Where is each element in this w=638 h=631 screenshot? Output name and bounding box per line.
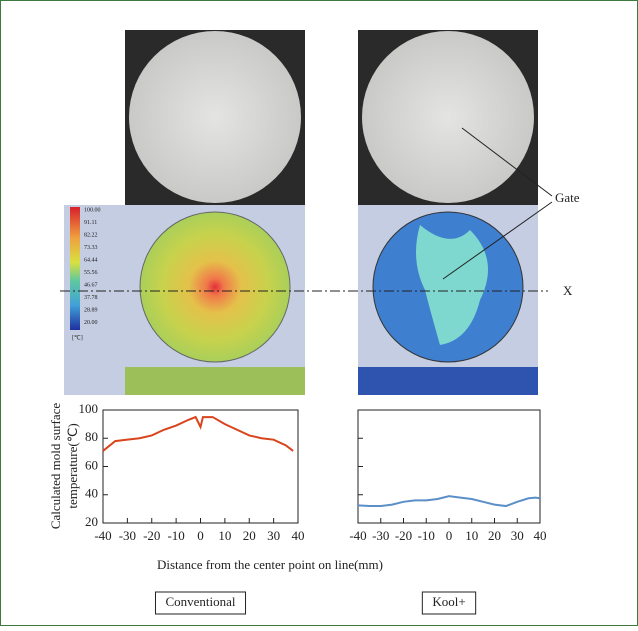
x-tick-label: -10 <box>167 528 184 543</box>
sim-section <box>125 367 305 395</box>
sim-section <box>358 367 538 395</box>
line-label: X <box>563 283 573 298</box>
sim-warm-region <box>416 225 488 345</box>
x-tick-label: -40 <box>94 528 111 543</box>
x-tick-label: -30 <box>372 528 389 543</box>
color-scale-label: 46.67 <box>84 282 98 288</box>
panel-label-box <box>421 591 477 615</box>
x-tick-label: 20 <box>488 528 501 543</box>
panel-label: Conventional <box>165 594 235 609</box>
color-scale-label: 20.00 <box>84 320 98 326</box>
color-scale-label: 64.44 <box>84 257 98 263</box>
color-scale-label: 82.22 <box>84 232 98 238</box>
x-tick-label: 20 <box>243 528 256 543</box>
y-tick-label: 40 <box>85 486 98 501</box>
x-tick-label: -10 <box>418 528 435 543</box>
y-axis-title: temperature(℃) <box>65 423 80 508</box>
photo-disc <box>129 31 301 203</box>
x-tick-label: 0 <box>446 528 453 543</box>
panel-label: Kool+ <box>432 594 465 609</box>
data-line <box>102 415 294 452</box>
x-tick-label: 30 <box>511 528 524 543</box>
y-tick-label: 80 <box>85 429 98 444</box>
color-scale-label: 55.56 <box>84 270 98 276</box>
color-scale-unit: [℃] <box>72 335 83 341</box>
x-tick-label: -20 <box>143 528 160 543</box>
x-tick-label: 0 <box>197 528 204 543</box>
color-scale-label: 73.33 <box>84 245 98 251</box>
data-line <box>357 495 541 508</box>
color-scale-label: 91.11 <box>84 220 97 226</box>
y-tick-label: 100 <box>79 401 99 416</box>
y-tick-label: 60 <box>85 457 98 472</box>
x-tick-label: 40 <box>292 528 305 543</box>
x-tick-label: 40 <box>534 528 547 543</box>
panel-label-box <box>154 591 247 615</box>
gate-label: Gate <box>555 190 580 205</box>
y-tick-label: 20 <box>85 514 98 529</box>
sim-disc <box>139 211 291 363</box>
gate-arrow <box>461 127 553 197</box>
gate-arrow <box>442 201 553 280</box>
color-scale-bar <box>70 207 80 330</box>
x-tick-label: -40 <box>349 528 366 543</box>
x-axis-title: Distance from the center point on line(m… <box>157 557 383 572</box>
x-tick-label: 10 <box>465 528 478 543</box>
color-scale-label: 37.78 <box>84 295 98 301</box>
x-tick-label: -20 <box>395 528 412 543</box>
x-tick-label: -30 <box>119 528 136 543</box>
color-scale-label: 100.00 <box>84 207 101 213</box>
x-tick-label: 30 <box>267 528 280 543</box>
photo-disc <box>362 31 534 203</box>
x-tick-label: 10 <box>218 528 231 543</box>
y-axis-title: Calculated mold surface <box>48 403 63 530</box>
color-scale-label: 28.89 <box>84 307 98 313</box>
